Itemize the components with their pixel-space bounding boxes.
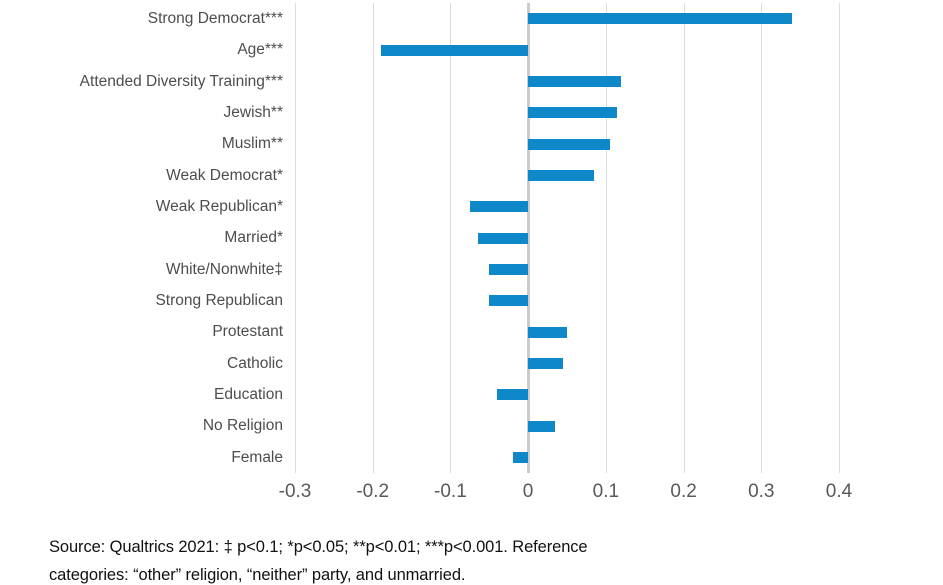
category-label: Protestant bbox=[212, 323, 283, 341]
x-tick-label: -0.2 bbox=[356, 481, 390, 502]
source-note-line-2: categories: “other” religion, “neither” … bbox=[49, 565, 466, 584]
category-label: Age*** bbox=[237, 41, 283, 59]
bar bbox=[469, 201, 529, 213]
gridline bbox=[605, 3, 607, 473]
gridline bbox=[761, 3, 763, 473]
bar bbox=[497, 389, 529, 401]
bar bbox=[528, 420, 556, 432]
category-label: Strong Republican bbox=[155, 292, 283, 309]
source-note: Source: Qualtrics 2021: ‡ p<0.1; *p<0.05… bbox=[49, 534, 588, 585]
bar bbox=[528, 75, 622, 87]
category-label: Catholic bbox=[227, 354, 283, 372]
bar bbox=[528, 138, 610, 150]
x-tick-label: 0.4 bbox=[825, 481, 853, 502]
category-label: White/Nonwhite‡ bbox=[165, 260, 283, 278]
category-label: Female bbox=[231, 448, 283, 466]
x-tick-label: 0.1 bbox=[592, 481, 620, 502]
x-tick-label: 0.3 bbox=[748, 481, 775, 502]
category-label: Married* bbox=[224, 229, 283, 247]
gridline bbox=[372, 3, 374, 473]
category-label: Education bbox=[214, 386, 283, 403]
category-label: No Religion bbox=[202, 417, 283, 435]
source-note-line-1: Source: Qualtrics 2021: ‡ p<0.1; *p<0.05… bbox=[49, 538, 588, 556]
x-tick-label: -0.1 bbox=[434, 481, 467, 502]
category-label: Strong Democrat*** bbox=[147, 10, 283, 27]
bar bbox=[528, 326, 567, 338]
gridline bbox=[450, 3, 452, 473]
x-tick-label: 0 bbox=[522, 481, 534, 502]
category-label: Muslim** bbox=[221, 135, 283, 153]
bar bbox=[512, 451, 529, 463]
bar bbox=[477, 232, 529, 244]
bar bbox=[528, 13, 793, 25]
zero-gridline bbox=[527, 3, 531, 473]
bar bbox=[380, 44, 529, 56]
x-tick-label: 0.2 bbox=[670, 481, 697, 502]
plot-area bbox=[295, 3, 840, 473]
category-label: Weak Republican* bbox=[155, 198, 283, 215]
gridline bbox=[683, 3, 685, 473]
category-label: Jewish** bbox=[223, 104, 283, 121]
bar bbox=[528, 107, 618, 119]
gridline bbox=[295, 3, 296, 473]
gridline bbox=[839, 3, 840, 473]
bar bbox=[489, 263, 529, 275]
bar bbox=[528, 169, 595, 181]
bar bbox=[489, 295, 529, 307]
bar bbox=[528, 357, 564, 369]
x-tick-label: -0.3 bbox=[278, 481, 312, 502]
category-label: Weak Democrat* bbox=[166, 166, 283, 184]
category-label: Attended Diversity Training*** bbox=[79, 72, 283, 90]
